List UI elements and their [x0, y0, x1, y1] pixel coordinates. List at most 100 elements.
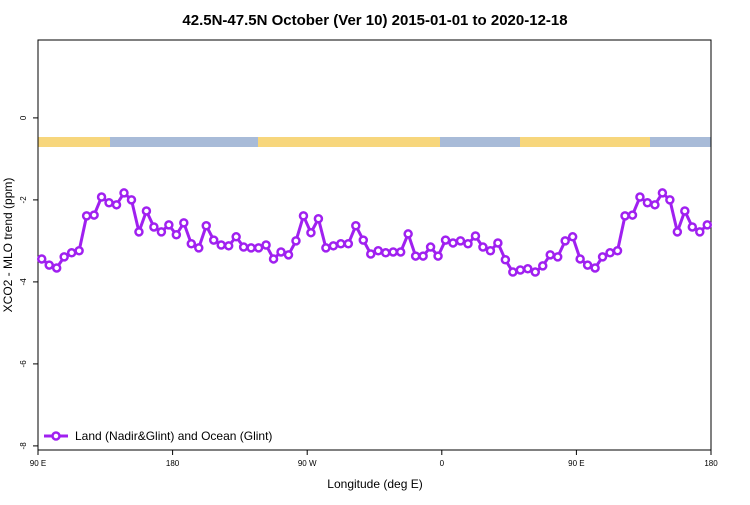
point [358, 235, 369, 245]
point [164, 220, 174, 230]
point [612, 245, 623, 256]
point [66, 248, 77, 258]
point [425, 242, 436, 252]
point [582, 260, 593, 270]
point [223, 241, 234, 251]
point [508, 267, 518, 277]
point [470, 231, 481, 241]
point [485, 245, 496, 256]
point [276, 247, 286, 257]
y-tick-label: 0 [19, 115, 28, 120]
point [448, 238, 458, 248]
point [336, 239, 346, 249]
point [261, 240, 271, 250]
point [493, 238, 503, 248]
point [500, 255, 511, 265]
x-tick-label: 0 [440, 459, 445, 468]
point [246, 243, 256, 253]
point [552, 252, 563, 262]
point [395, 247, 406, 257]
point [81, 211, 92, 221]
point [51, 263, 62, 273]
point [515, 265, 526, 275]
point [455, 236, 466, 246]
y-tick-label: -8 [19, 442, 28, 450]
point [171, 230, 182, 240]
point [111, 200, 122, 210]
point [418, 251, 428, 261]
point [702, 220, 713, 230]
point [298, 211, 309, 221]
plot-frame [37, 39, 712, 451]
point [463, 239, 473, 249]
y-tick-label: -4 [19, 278, 28, 286]
point [687, 222, 698, 232]
point [351, 220, 361, 231]
point [231, 232, 241, 242]
legend-marker [51, 431, 61, 441]
point [104, 198, 114, 208]
land-strip [38, 137, 110, 147]
point [642, 198, 653, 208]
point [380, 248, 391, 258]
point [216, 240, 226, 250]
land-strip [520, 137, 650, 147]
point [36, 254, 47, 264]
point [410, 251, 421, 261]
point [179, 218, 189, 228]
point [366, 249, 376, 259]
point [201, 220, 211, 231]
point [538, 261, 548, 271]
point [373, 245, 383, 256]
point [186, 239, 197, 249]
point [567, 232, 578, 242]
point [560, 236, 570, 246]
point [306, 227, 316, 238]
y-tick-label: -2 [19, 196, 28, 204]
point [238, 242, 249, 252]
point [74, 245, 84, 256]
legend-label: Land (Nadir&Glint) and Ocean (Glint) [75, 429, 272, 443]
point [433, 251, 443, 261]
y-axis-label: XCO2 - MLO trend (ppm) [1, 178, 15, 313]
point [208, 235, 219, 245]
x-tick-label: 90 E [30, 459, 46, 468]
point [268, 254, 279, 264]
point [627, 210, 638, 220]
point [321, 243, 331, 253]
point [194, 243, 204, 253]
point [575, 254, 585, 264]
x-tick-label: 180 [166, 459, 180, 468]
y-tick-label: -6 [19, 360, 28, 368]
point [657, 188, 668, 198]
point [343, 239, 354, 249]
x-tick-label: 180 [704, 459, 718, 468]
point [440, 235, 451, 245]
point [403, 229, 413, 239]
point [680, 206, 690, 216]
point [126, 195, 137, 205]
point [388, 247, 398, 257]
land-ocean-strip [38, 137, 711, 147]
point [530, 267, 541, 277]
point [665, 195, 675, 205]
point [283, 250, 294, 260]
point [253, 243, 264, 253]
point [291, 236, 301, 246]
point [650, 200, 660, 210]
point [141, 206, 152, 216]
point [59, 252, 69, 262]
point [605, 248, 615, 258]
point [672, 227, 683, 237]
point [523, 264, 533, 274]
point [96, 192, 107, 202]
point [119, 188, 129, 198]
x-tick-label: 90 E [568, 459, 584, 468]
point [134, 227, 144, 237]
point [328, 241, 339, 251]
point [635, 192, 645, 202]
point [44, 260, 54, 270]
point [620, 211, 630, 221]
point [695, 227, 705, 237]
